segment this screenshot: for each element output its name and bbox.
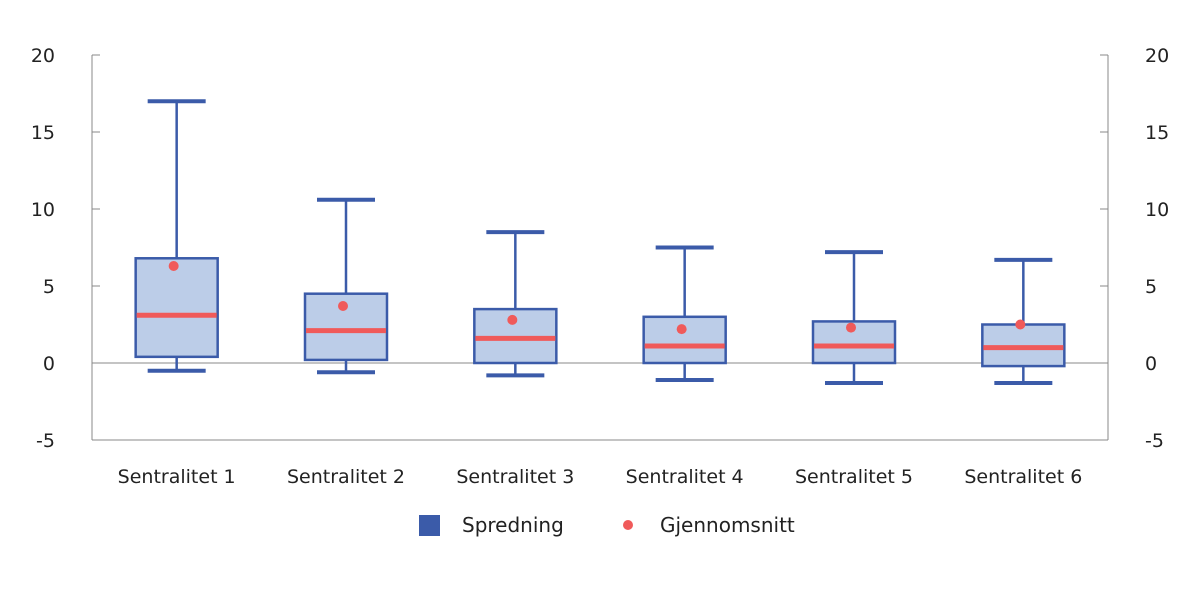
mean-point xyxy=(676,324,687,335)
category-label: Sentralitet 5 xyxy=(795,466,913,488)
legend-label-spredning: Spredning xyxy=(462,513,564,537)
mean-point xyxy=(507,314,518,325)
box-5 xyxy=(811,250,897,386)
box-series xyxy=(134,99,1066,386)
x-axis-categories: Sentralitet 1 Sentralitet 2 Sentralitet 3 S… xyxy=(118,466,1083,488)
tick-label-right: 5 xyxy=(1145,276,1157,298)
box-1 xyxy=(134,99,219,373)
y-axis-left: -5 0 5 10 15 20 xyxy=(31,45,100,452)
tick-label-left: 0 xyxy=(43,353,55,375)
mean-point xyxy=(846,322,856,333)
mean-point xyxy=(1015,319,1026,330)
category-label: Sentralitet 6 xyxy=(964,466,1082,488)
mean-point xyxy=(338,301,348,312)
tick-label-right: 15 xyxy=(1145,122,1169,144)
legend: Spredning Gjennomsnitt xyxy=(419,513,795,537)
category-label: Sentralitet 2 xyxy=(287,466,405,488)
tick-label-right: 10 xyxy=(1145,199,1169,221)
mean-series xyxy=(168,260,1026,335)
tick-label-left: 10 xyxy=(31,199,55,221)
tick-label-right: -5 xyxy=(1145,430,1164,452)
tick-label-left: 5 xyxy=(43,276,55,298)
axes xyxy=(91,55,1109,441)
box-4 xyxy=(642,245,727,382)
category-label: Sentralitet 4 xyxy=(626,466,744,488)
y-axis-right: -5 0 5 10 15 20 xyxy=(1100,45,1169,452)
category-label: Sentralitet 3 xyxy=(456,466,574,488)
legend-swatch-spredning xyxy=(419,515,440,536)
legend-label-gjennomsnitt: Gjennomsnitt xyxy=(660,513,795,537)
tick-label-right: 20 xyxy=(1145,45,1169,67)
box-6 xyxy=(981,257,1066,386)
category-label: Sentralitet 1 xyxy=(118,466,236,488)
tick-label-left: 15 xyxy=(31,122,55,144)
tick-label-left: 20 xyxy=(31,45,55,67)
mean-point xyxy=(168,260,179,271)
tick-label-right: 0 xyxy=(1145,353,1157,375)
box-2 xyxy=(303,197,389,375)
legend-swatch-gjennomsnitt xyxy=(623,520,633,530)
box-3 xyxy=(473,230,558,378)
box-iqr xyxy=(642,315,727,365)
box-iqr xyxy=(134,257,219,359)
tick-label-left: -5 xyxy=(36,430,55,452)
